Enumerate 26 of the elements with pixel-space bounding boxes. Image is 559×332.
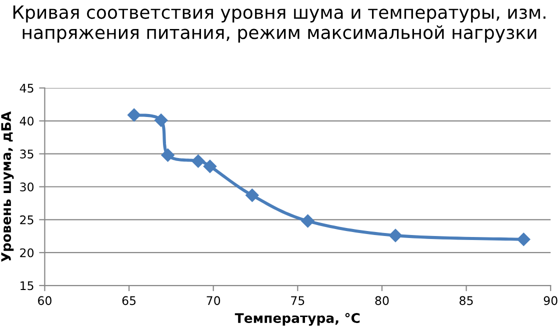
point <box>161 148 174 162</box>
point <box>203 160 217 173</box>
x-tick-label: 60 <box>38 296 52 306</box>
point <box>388 228 402 242</box>
y-tick-label: 20 <box>20 248 34 258</box>
y-tick-label: 35 <box>20 150 34 158</box>
x-tick-label: 70 <box>206 296 220 306</box>
y-axis-title: Уровень шума, дБА <box>1 111 14 262</box>
x-tick-label: 65 <box>122 296 136 306</box>
point <box>246 188 259 202</box>
x-tick-label: 80 <box>375 296 389 306</box>
x-tick-label: 85 <box>460 296 473 306</box>
point <box>154 114 168 127</box>
y-tick-label: 25 <box>20 215 34 224</box>
y-tick-label: 30 <box>20 182 34 192</box>
point <box>128 108 141 122</box>
x-axis-title: Температура, °C <box>234 312 360 326</box>
y-tick-label: 40 <box>20 116 34 126</box>
point <box>301 214 314 228</box>
y-tick-label: 15 <box>20 281 34 290</box>
x-tick-label: 90 <box>544 296 558 306</box>
chart-title: Кривая соответствия уровня шума и температуры, изм. напряжения питания, режим максимальной нагрузки <box>13 6 546 43</box>
point <box>192 154 205 168</box>
y-tick-label: 45 <box>20 84 34 93</box>
x-tick-label: 75 <box>291 296 304 306</box>
point <box>517 232 530 246</box>
